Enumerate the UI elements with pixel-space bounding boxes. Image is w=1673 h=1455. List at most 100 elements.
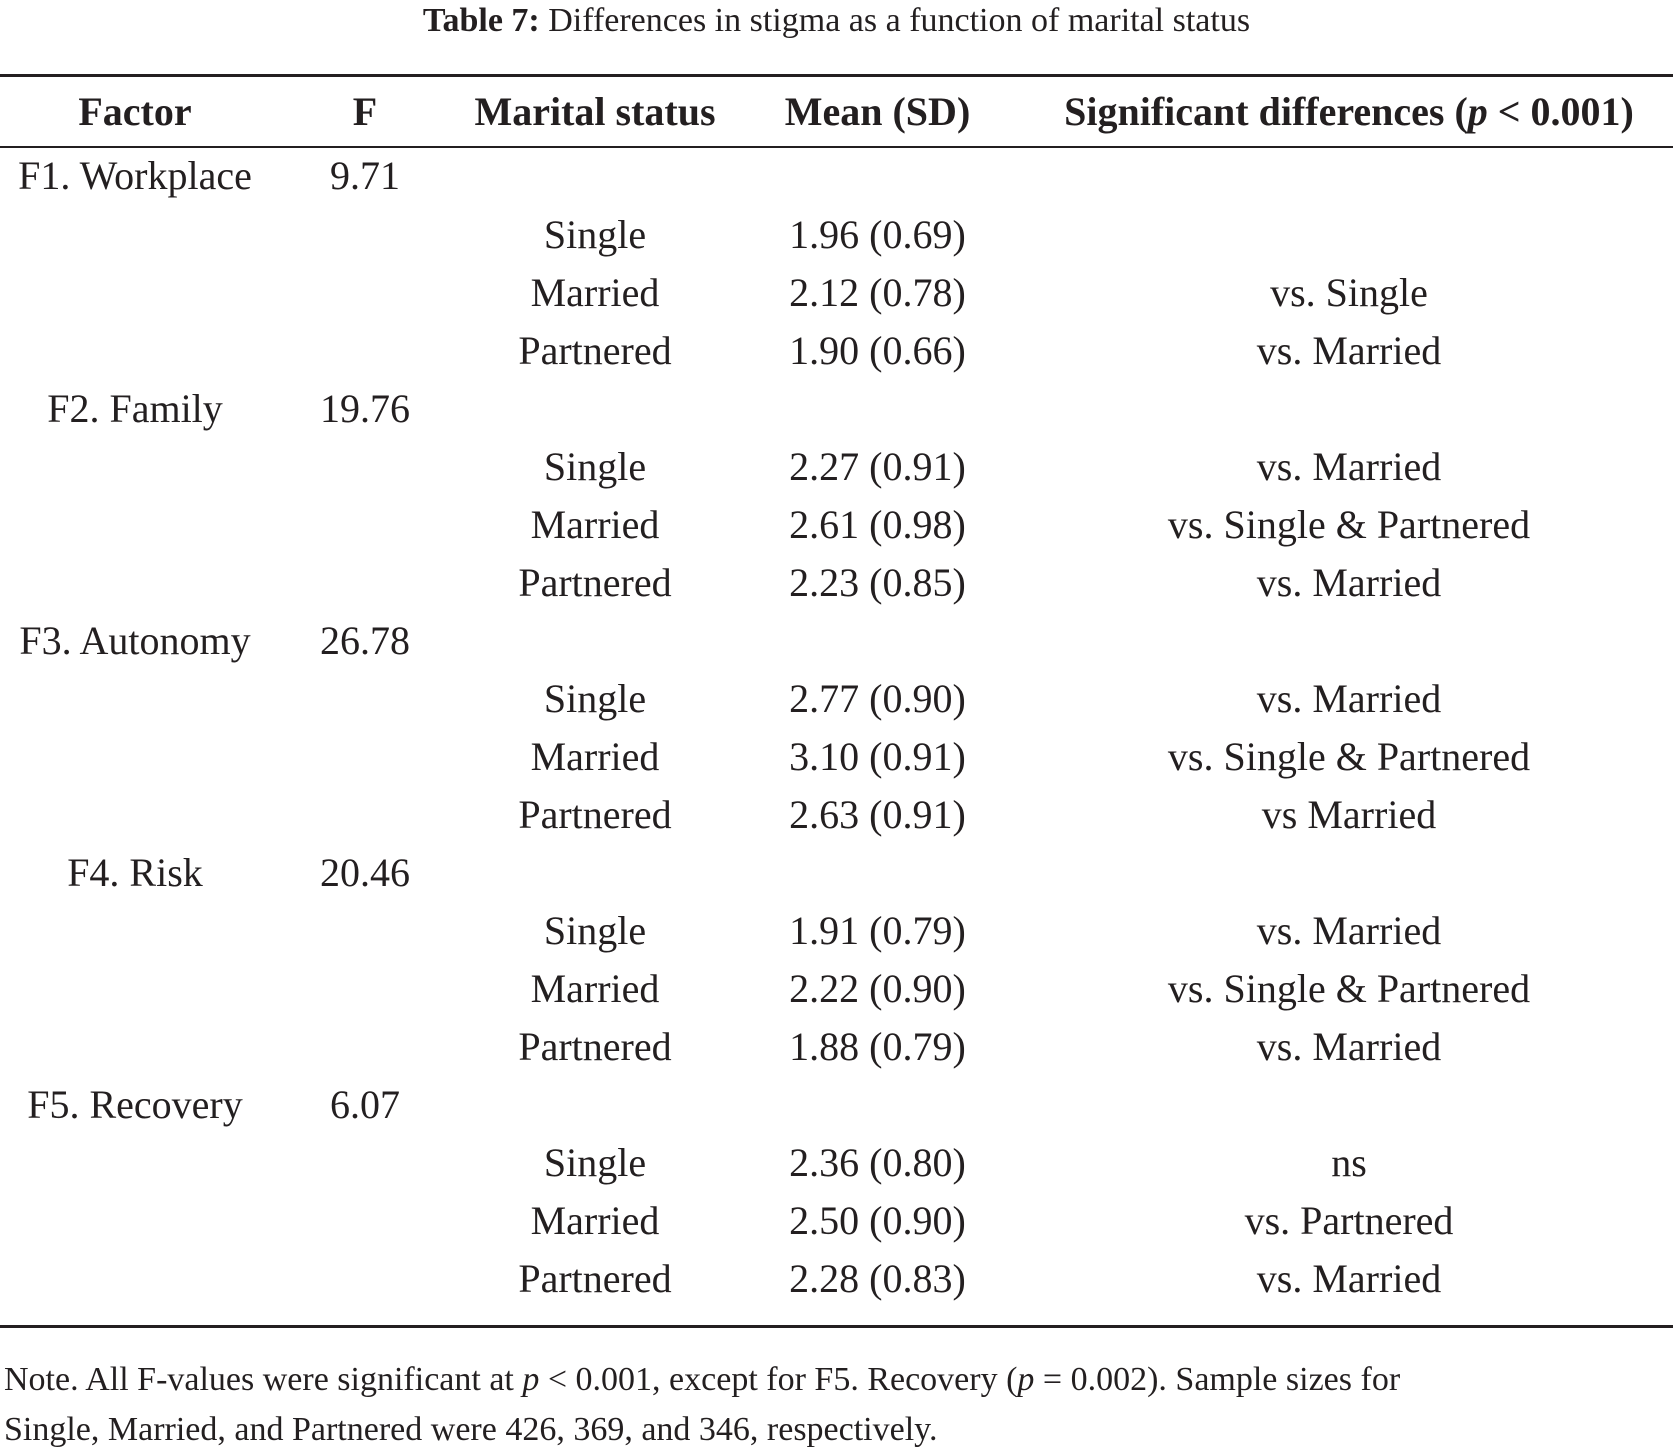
header-marital-status: Marital status — [474, 89, 716, 134]
note-text: = 0.002). Sample sizes for — [1034, 1361, 1401, 1398]
status-cell: Partnered — [518, 560, 672, 605]
factor-row: F1. Workplace 9.71 — [0, 146, 1673, 206]
table-header-rule — [0, 146, 1673, 148]
mean-cell — [730, 146, 1025, 206]
status-cell: Married — [530, 270, 660, 315]
mean-cell: 2.12 (0.78) — [789, 270, 966, 315]
header-significant-differences: Significant differences (p < 0.001) — [1025, 77, 1673, 146]
header-factor: Factor — [78, 89, 192, 134]
table-row: Married 2.22 (0.90) vs. Single & Partner… — [0, 960, 1673, 1018]
table-row: Single 1.91 (0.79) vs. Married — [0, 902, 1673, 960]
table-row: Partnered 1.88 (0.79) vs. Married — [0, 1018, 1673, 1076]
table-header-row: Factor F Marital status Mean (SD) Signif… — [0, 77, 1673, 146]
status-cell: Partnered — [518, 792, 672, 837]
table-row: Single 2.77 (0.90) vs. Married — [0, 670, 1673, 728]
status-cell: Single — [543, 676, 647, 721]
factor-row: F3. Autonomy 26.78 — [0, 612, 1673, 670]
f-cell: 6.07 — [330, 1082, 400, 1127]
status-cell: Single — [543, 908, 647, 953]
diff-cell: vs. Single & Partnered — [1167, 734, 1531, 779]
status-cell: Married — [530, 1198, 660, 1243]
diff-cell: vs. Married — [1256, 676, 1442, 721]
table-body: F1. Workplace 9.71 Single 1.96 (0.69) Ma… — [0, 146, 1673, 1308]
status-cell: Married — [530, 734, 660, 779]
header-mean-sd: Mean (SD) — [784, 89, 971, 134]
table-row: Partnered 2.28 (0.83) vs. Married — [0, 1250, 1673, 1308]
status-cell: Partnered — [518, 328, 672, 373]
mean-cell: 1.96 (0.69) — [789, 212, 966, 257]
diff-cell: vs. Married — [1256, 1256, 1442, 1301]
factor-cell: F2. Family — [47, 386, 223, 431]
table-row: Partnered 1.90 (0.66) vs. Married — [0, 322, 1673, 380]
table-row: Married 2.50 (0.90) vs. Partnered — [0, 1192, 1673, 1250]
mean-cell: 2.22 (0.90) — [789, 966, 966, 1011]
status-cell — [460, 146, 730, 206]
mean-cell: 2.36 (0.80) — [789, 1140, 966, 1185]
status-cell: Single — [543, 444, 647, 489]
table-caption-label: Table 7: — [422, 2, 540, 39]
mean-cell: 2.28 (0.83) — [789, 1256, 966, 1301]
f-cell: 9.71 — [330, 153, 400, 198]
factor-cell: F4. Risk — [67, 850, 203, 895]
diff-cell: vs. Married — [1256, 908, 1442, 953]
mean-cell: 2.77 (0.90) — [789, 676, 966, 721]
diff-cell: vs. Single — [1270, 270, 1428, 315]
table-row: Married 3.10 (0.91) vs. Single & Partner… — [0, 728, 1673, 786]
table-row: Married 2.12 (0.78) vs. Single — [0, 264, 1673, 322]
f-cell: 20.46 — [320, 850, 410, 895]
diff-cell: vs. Married — [1256, 1024, 1442, 1069]
factor-row: F5. Recovery 6.07 — [0, 1076, 1673, 1134]
diff-cell — [1025, 206, 1673, 264]
table-bottom-rule — [0, 1325, 1673, 1328]
table-row: Married 2.61 (0.98) vs. Single & Partner… — [0, 496, 1673, 554]
factor-cell: F1. Workplace — [18, 153, 252, 198]
diff-cell: ns — [1331, 1140, 1367, 1185]
table-row: Single 2.27 (0.91) vs. Married — [0, 438, 1673, 496]
stigma-table: Factor F Marital status Mean (SD) Signif… — [0, 77, 1673, 1308]
diff-cell: vs. Single & Partnered — [1167, 502, 1531, 547]
factor-cell: F5. Recovery — [27, 1082, 243, 1127]
diff-cell: vs. Married — [1256, 328, 1442, 373]
mean-cell: 2.61 (0.98) — [789, 502, 966, 547]
factor-cell: F3. Autonomy — [19, 618, 251, 663]
diff-cell: vs Married — [1261, 792, 1437, 837]
status-cell: Married — [530, 966, 660, 1011]
status-cell: Partnered — [518, 1256, 672, 1301]
table-row: Partnered 2.23 (0.85) vs. Married — [0, 554, 1673, 612]
mean-cell: 1.91 (0.79) — [789, 908, 966, 953]
mean-cell: 2.63 (0.91) — [789, 792, 966, 837]
note-p-symbol: p — [1017, 1361, 1035, 1398]
diff-cell: vs. Married — [1256, 444, 1442, 489]
mean-cell: 1.88 (0.79) — [789, 1024, 966, 1069]
diff-cell — [1025, 146, 1673, 206]
mean-cell: 2.27 (0.91) — [789, 444, 966, 489]
header-sig-suffix: < 0.001) — [1487, 89, 1634, 134]
table-top-rule — [0, 74, 1673, 77]
header-sig-p: p — [1467, 89, 1488, 134]
table-note-line-2: Single, Married, and Partnered were 426,… — [4, 1411, 938, 1448]
mean-cell: 2.50 (0.90) — [789, 1198, 966, 1243]
f-cell: 19.76 — [320, 386, 410, 431]
status-cell: Single — [543, 212, 647, 257]
note-p-symbol: p — [522, 1361, 540, 1398]
diff-cell: vs. Married — [1256, 560, 1442, 605]
header-f: F — [352, 89, 378, 134]
table-note: Note. All F-values were significant at p… — [4, 1355, 1669, 1455]
note-text: Note. All F-values were significant at — [4, 1361, 523, 1398]
f-cell: 26.78 — [320, 618, 410, 663]
factor-row: F4. Risk 20.46 — [0, 844, 1673, 902]
header-sig-prefix: Significant differences ( — [1064, 89, 1468, 134]
status-cell: Single — [543, 1140, 647, 1185]
diff-cell: vs. Partnered — [1244, 1198, 1454, 1243]
status-cell: Married — [530, 502, 660, 547]
mean-cell: 2.23 (0.85) — [789, 560, 966, 605]
status-cell: Partnered — [518, 1024, 672, 1069]
factor-row: F2. Family 19.76 — [0, 380, 1673, 438]
table-row: Single 1.96 (0.69) — [0, 206, 1673, 264]
table-row: Single 2.36 (0.80) ns — [0, 1134, 1673, 1192]
note-text: < 0.001, except for F5. Recovery ( — [539, 1361, 1018, 1398]
diff-cell: vs. Single & Partnered — [1167, 966, 1531, 1011]
mean-cell: 3.10 (0.91) — [789, 734, 966, 779]
mean-cell: 1.90 (0.66) — [789, 328, 966, 373]
